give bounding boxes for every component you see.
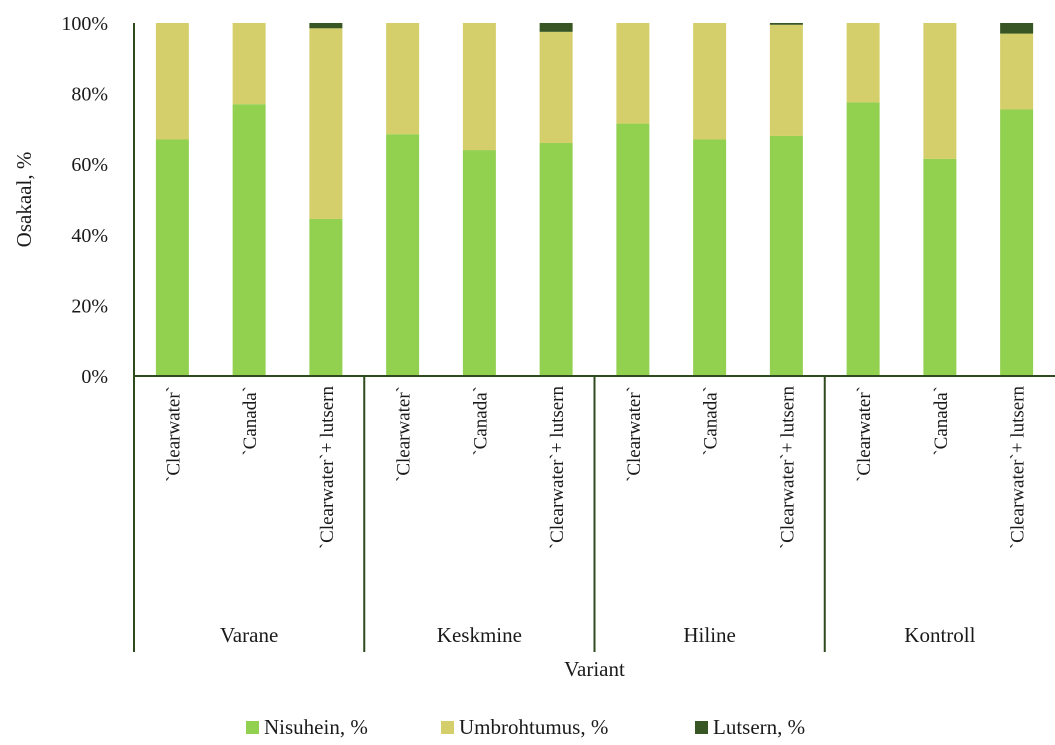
bar-segment-series0-cat2 (309, 218, 343, 376)
bar-segment-series2-cat8 (769, 23, 803, 25)
bar-segment-series1-cat9 (846, 23, 880, 103)
bar-segment-series0-cat10 (923, 158, 957, 376)
axes-layer (133, 23, 1055, 652)
x-category-label: `Clearwater`+ lutsern (317, 386, 338, 550)
bar-segment-series0-cat7 (693, 139, 727, 376)
bar-segment-series1-cat8 (769, 24, 803, 136)
bar-segment-series0-cat3 (386, 134, 420, 376)
legend-label: Nisuhein, % (264, 715, 368, 739)
legend-swatch (441, 721, 454, 734)
bar-segment-series2-cat5 (539, 23, 573, 32)
x-category-label: `Clearwater` (854, 386, 875, 482)
bar-segment-series0-cat11 (1000, 109, 1034, 377)
legend-label: Umbrohtumus, % (459, 715, 608, 739)
x-axis-title: Variant (564, 657, 625, 681)
y-tick-label: 80% (71, 84, 108, 106)
bar-segment-series0-cat8 (769, 135, 803, 376)
legend-swatch (246, 721, 259, 734)
bar-segment-series0-cat9 (846, 102, 880, 377)
x-category-label: `Canada` (240, 386, 261, 456)
bar-segment-series2-cat2 (309, 23, 343, 29)
bars-layer (155, 23, 1034, 377)
bar-segment-series0-cat1 (232, 104, 266, 376)
x-category-label: `Canada` (701, 386, 722, 456)
bar-segment-series1-cat5 (539, 31, 573, 144)
bar-segment-series1-cat0 (155, 23, 189, 140)
y-tick-label: 0% (81, 366, 108, 388)
x-group-label: Hiline (683, 623, 736, 647)
bar-segment-series2-cat11 (1000, 23, 1034, 34)
bar-segment-series0-cat6 (616, 123, 650, 376)
bar-segment-series1-cat6 (616, 23, 650, 124)
bar-segment-series0-cat0 (155, 139, 189, 376)
y-tick-label: 20% (71, 295, 108, 317)
bar-segment-series1-cat7 (693, 23, 727, 140)
y-axis-title: Osakaal, % (12, 152, 36, 248)
x-category-label: `Clearwater`+ lutsern (1008, 386, 1029, 550)
x-group-label: Keskmine (437, 623, 522, 647)
legend: Nisuhein, % Umbrohtumus, % Lutsern, % (246, 715, 805, 739)
x-group-label: Kontroll (904, 623, 975, 647)
x-category-label: `Clearwater` (394, 386, 415, 482)
bar-segment-series1-cat4 (462, 23, 496, 151)
labels-layer: 0% 20% 40% 60% 80% 100% Osakaal, % `Clearwater`… (12, 13, 1029, 681)
y-tick-label: 60% (71, 154, 108, 176)
x-category-label: `Clearwater`+ lutsern (777, 386, 798, 550)
bar-segment-series0-cat5 (539, 143, 573, 376)
bar-segment-series1-cat2 (309, 28, 343, 219)
bar-segment-series1-cat11 (1000, 33, 1034, 110)
y-tick-label: 40% (71, 225, 108, 247)
bar-segment-series1-cat3 (386, 23, 420, 135)
x-category-label: `Canada` (470, 386, 491, 456)
bar-segment-series1-cat1 (232, 23, 266, 105)
bar-segment-series1-cat10 (923, 23, 957, 159)
x-category-label: `Clearwater` (163, 386, 184, 482)
x-category-label: `Clearwater`+ lutsern (547, 386, 568, 550)
x-group-label: Varane (220, 623, 278, 647)
legend-swatch (695, 721, 708, 734)
bar-segment-series0-cat4 (462, 150, 496, 376)
x-category-label: `Canada` (931, 386, 952, 456)
y-tick-label: 100% (61, 13, 108, 35)
legend-label: Lutsern, % (713, 715, 805, 739)
x-category-label: `Clearwater` (624, 386, 645, 482)
